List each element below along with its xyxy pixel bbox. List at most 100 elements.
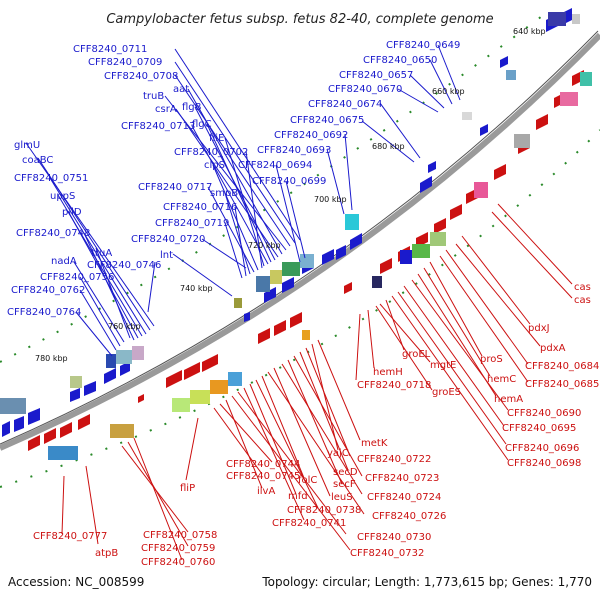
gene-label-reverse: CFF8240_0690: [507, 408, 581, 419]
tick-640kbp: 640 kbp: [513, 27, 546, 36]
gene-label-reverse: yajC: [327, 448, 349, 459]
gene-label-forward: CFF8240_0649: [386, 40, 460, 51]
gene-label-reverse: CFF8240_0696: [505, 443, 579, 454]
gene-label-forward: nadA: [51, 256, 77, 267]
gene-label-reverse: ilvA: [257, 486, 275, 497]
gene-label-reverse: proS: [480, 354, 503, 365]
gene-label-reverse: CFF8240_0723: [365, 473, 439, 484]
gene-label-reverse: fliP: [180, 483, 195, 494]
topology-text: Topology: circular; Length: 1,773,615 bp…: [261, 575, 592, 589]
gene-label-reverse: CFF8240_0730: [357, 532, 431, 543]
gene-label-forward: CFF8240_0764: [7, 307, 81, 318]
gene-label-reverse: cas: [574, 282, 591, 293]
gene-label-reverse: CFF8240_0758: [143, 530, 217, 541]
gene-label-reverse: groES: [432, 387, 461, 398]
gene-label-reverse: hemC: [487, 374, 516, 385]
gene-label-reverse: CFF8240_0741: [272, 518, 346, 529]
gene-label-reverse: folC: [298, 475, 317, 486]
gene-label-reverse: CFF8240_0745: [226, 471, 300, 482]
gene-label-reverse: mfd: [288, 491, 308, 502]
gene-label-forward: CFF8240_0699: [252, 176, 326, 187]
gene-label-reverse: CFF8240_0695: [502, 423, 576, 434]
gene-label-forward: CFF8240_0751: [14, 173, 88, 184]
gene-label-reverse: metK: [361, 438, 388, 449]
map-title: Campylobacter fetus subsp. fetus 82-40, …: [106, 12, 493, 27]
gene-label-forward: CFF8240_0708: [104, 71, 178, 82]
gene-label-reverse: secD: [333, 467, 358, 478]
gene-label-forward: aat: [173, 84, 189, 95]
gene-label-reverse: CFF8240_0685: [525, 379, 599, 390]
gene-label-reverse: pdxJ: [528, 323, 550, 334]
gene-label-forward: truB: [143, 91, 164, 102]
gene-label-forward: csrA: [155, 104, 177, 115]
gene-label-forward: glmU: [14, 140, 40, 151]
gene-label-forward: CFF8240_0762: [11, 285, 85, 296]
genome-backbone-edge: [0, 30, 599, 445]
gene-label-forward: CFF8240_0702: [174, 147, 248, 158]
gene-label-reverse: cas: [574, 295, 591, 306]
gene-label-forward: CFF8240_0674: [308, 99, 382, 110]
gene-label-reverse: secF: [333, 479, 356, 490]
gene-label-reverse: CFF8240_0722: [357, 454, 431, 465]
gene-label-reverse: atpB: [95, 548, 118, 559]
gene-label-forward: pilD: [62, 207, 82, 218]
tick-760kbp: 760 kbp: [108, 322, 141, 331]
gene-label-reverse: CFF8240_0698: [507, 458, 581, 469]
gene-label-forward: CFF8240_0670: [328, 84, 402, 95]
gene-label-forward: CFF8240_0716: [163, 202, 237, 213]
gene-label-reverse: CFF8240_0726: [372, 511, 446, 522]
tick-720kbp: 720 kbp: [248, 241, 281, 250]
gene-label-reverse: groEL: [402, 349, 431, 360]
gene-label-forward: lnt: [160, 250, 173, 261]
dot-track-inner: [0, 129, 600, 488]
reverse-color-blocks: [48, 72, 592, 460]
gene-label-forward: CFF8240_0650: [363, 55, 437, 66]
gene-label-forward: CFF8240_0719: [155, 218, 229, 229]
gene-label-reverse: CFF8240_0718: [357, 380, 431, 391]
gene-label-forward: CFF8240_0692: [274, 130, 348, 141]
gene-label-reverse: pdxA: [540, 343, 566, 354]
gene-label-forward: flgB: [182, 102, 202, 113]
gene-label-reverse: CFF8240_0684: [525, 361, 599, 372]
gene-label-forward: CFF8240_0717: [138, 182, 212, 193]
gene-label-forward: CFF8240_0693: [257, 145, 331, 156]
gene-label-reverse: CFF8240_0744: [226, 459, 300, 470]
gene-label-forward: CFF8240_0720: [131, 234, 205, 245]
gene-label-reverse: CFF8240_0732: [350, 548, 424, 559]
forward-gene-labels: CFF8240_0711 CFF8240_0709 CFF8240_0708 t…: [7, 40, 460, 318]
gene-label-forward: fliE: [209, 133, 224, 144]
tick-680kbp: 680 kbp: [372, 142, 405, 151]
gene-label-reverse: hemH: [373, 367, 403, 378]
accession-text: Accession: NC_008599: [8, 575, 144, 589]
gene-label-reverse: CFF8240_0777: [33, 531, 107, 542]
gene-label-forward: truA: [91, 248, 112, 259]
forward-color-blocks: [0, 12, 580, 414]
gene-label-reverse: CFF8240_0759: [141, 543, 215, 554]
gene-label-forward: CFF8240_0657: [339, 70, 413, 81]
gene-label-forward: CFF8240_0746: [87, 260, 161, 271]
gene-label-forward: CFF8240_0713: [121, 121, 195, 132]
gene-label-reverse: CFF8240_0760: [141, 557, 215, 568]
tick-700kbp: 700 kbp: [314, 195, 347, 204]
gene-label-forward: clpS: [204, 160, 225, 171]
gene-label-forward: uppS: [50, 191, 75, 202]
gene-label-reverse: CFF8240_0738: [287, 505, 361, 516]
scale-ticks: 640 kbp 660 kbp 680 kbp 700 kbp 720 kbp …: [35, 27, 546, 363]
reverse-leader-lines: [61, 203, 573, 561]
tick-740kbp: 740 kbp: [180, 284, 213, 293]
gene-label-forward: smpB: [210, 188, 238, 199]
reverse-gene-labels: cas cas pdxJ pdxA CFF8240_0684 CFF8240_0…: [33, 282, 599, 568]
gene-label-reverse: leuS: [331, 492, 353, 503]
gene-label-reverse: CFF8240_0724: [367, 492, 441, 503]
gene-label-forward: CFF8240_0694: [238, 160, 312, 171]
gene-label-forward: CFF8240_0756: [40, 272, 114, 283]
gene-label-forward: CFF8240_0748: [16, 228, 90, 239]
gene-label-reverse: mgtE: [430, 360, 456, 371]
tick-660kbp: 660 kbp: [432, 87, 465, 96]
gene-label-forward: CFF8240_0709: [88, 57, 162, 68]
gene-label-forward: flgC: [192, 119, 212, 130]
gene-label-reverse: hemA: [494, 394, 523, 405]
genome-backbone: [0, 32, 600, 451]
